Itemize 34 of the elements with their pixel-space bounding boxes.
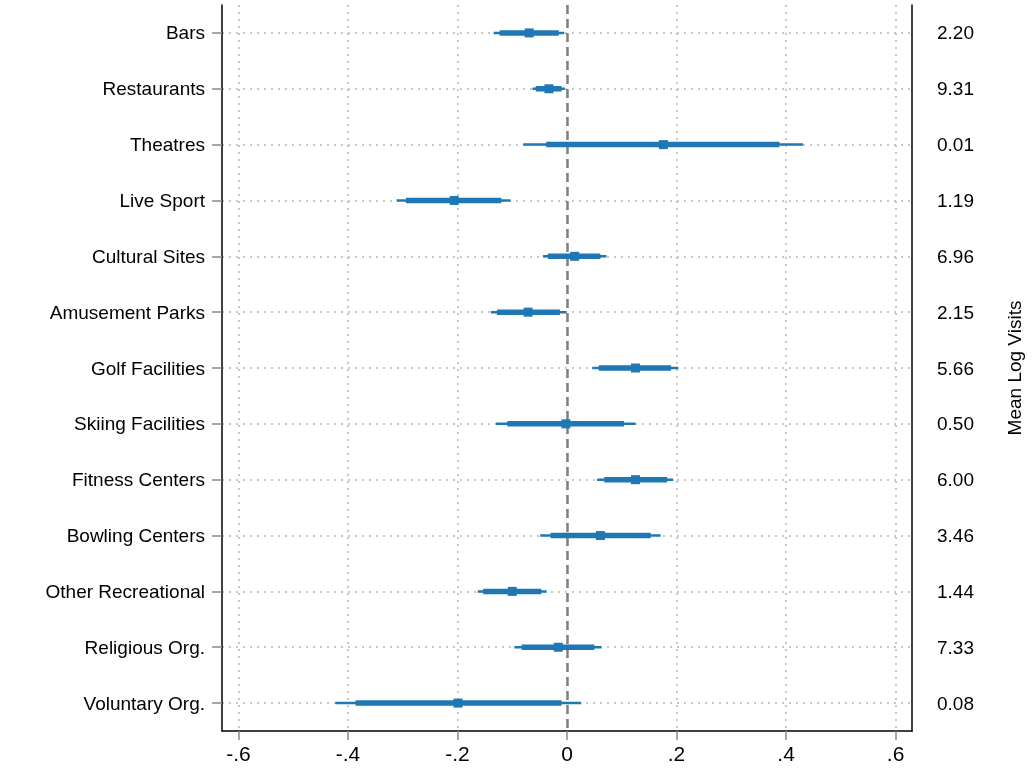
- y-tick-label: Bowling Centers: [66, 525, 205, 547]
- y2-tick-label: 1.19: [937, 189, 974, 211]
- y-tick-label: Golf Facilities: [90, 357, 205, 379]
- y-tick-label: Live Sport: [119, 189, 206, 211]
- y-tick-label: Skiing Facilities: [74, 413, 205, 435]
- x-tick-label: 0: [561, 742, 573, 765]
- y-tick-label: Restaurants: [102, 78, 205, 100]
- x-tick-label: .6: [886, 742, 905, 765]
- y-tick-label: Voluntary Org.: [83, 692, 205, 714]
- y2-axis-title: Mean Log Visits: [1004, 300, 1025, 436]
- y-tick-label: Religious Org.: [84, 636, 205, 658]
- x-tick-label: .2: [667, 742, 686, 765]
- y2-tick-label: 5.66: [937, 357, 974, 379]
- y2-tick-label: 7.33: [937, 636, 974, 658]
- x-tick-label: -.2: [445, 742, 470, 765]
- y-tick-label: Theatres: [130, 134, 205, 156]
- y2-tick-label: 3.46: [937, 525, 974, 547]
- y2-tick-label: 6.96: [937, 245, 974, 267]
- y-tick-label: Amusement Parks: [49, 301, 205, 323]
- y2-tick-label: 1.44: [937, 580, 975, 602]
- x-tick-label: -.4: [335, 742, 361, 765]
- x-tick-label: -.6: [226, 742, 251, 765]
- y2-tick-label: 0.01: [937, 134, 974, 156]
- y2-tick-label: 0.08: [937, 692, 974, 714]
- y2-tick-label: 2.15: [937, 301, 974, 323]
- y2-tick-label: 0.50: [937, 413, 974, 435]
- y-tick-label: Bars: [165, 22, 205, 44]
- y-tick-label: Other Recreational: [45, 580, 205, 602]
- y2-tick-label: 9.31: [937, 78, 974, 100]
- y-tick-label: Fitness Centers: [71, 469, 205, 491]
- y-tick-label: Cultural Sites: [92, 245, 205, 267]
- y2-tick-label: 2.20: [937, 22, 974, 44]
- y2-tick-label: 6.00: [937, 469, 974, 491]
- x-tick-label: .4: [777, 742, 796, 765]
